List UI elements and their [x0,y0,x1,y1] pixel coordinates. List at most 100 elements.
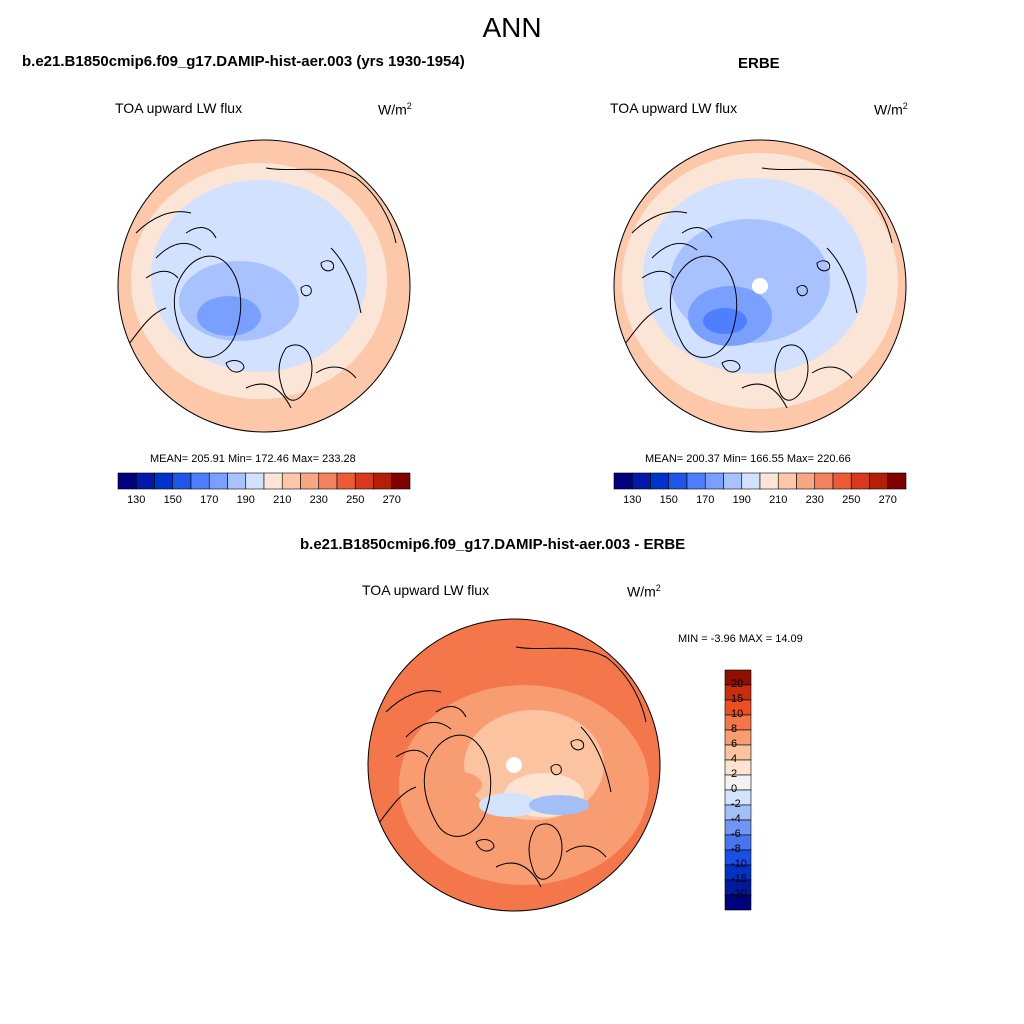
colorbar-box [300,472,320,490]
coastline [721,360,741,373]
colorbar-box [336,472,356,490]
panel-1-units: W/m2 [378,101,412,118]
panel-3-variable-label: TOA upward LW flux [362,582,490,598]
panel-2-colorbar [613,472,907,490]
coastline [173,255,242,358]
colorbar-tick-label: 230 [309,494,328,506]
colorbar-tick-label: -10 [731,858,747,870]
colorbar-tick-label: 150 [163,494,182,506]
colorbar-box [759,472,779,490]
colorbar-tick-label: 230 [805,494,824,506]
coastline [570,739,585,751]
colorbar-box [245,472,265,490]
coastline [515,646,647,793]
coastline [669,255,738,358]
colorbar-tick-label: -15 [731,873,747,885]
coastline [641,227,713,279]
panel-2-variable-label: TOA upward LW flux [610,100,738,116]
coastline [495,845,607,888]
coastline [423,734,492,837]
colorbar-box [777,472,797,490]
colorbar-tick-label: -20 [731,888,747,900]
colorbar-box [724,774,752,791]
coastline [528,823,563,880]
colorbar-tick-label: 210 [273,494,292,506]
colorbar-box [814,472,834,490]
panel-3-title: b.e21.B1850cmip6.f09_g17.DAMIP-hist-aer.… [300,536,686,553]
colorbar-tick-label: -6 [731,828,741,840]
coastline [245,366,357,409]
panel-1-colorbar [117,472,411,490]
panel-2-stats: MEAN= 200.37 Min= 166.55 Max= 220.66 [645,453,851,465]
colorbar-box [373,472,393,490]
colorbar-box [796,472,816,490]
colorbar-box [263,472,283,490]
colorbar-box [190,472,210,490]
colorbar-tick-label: -4 [731,813,741,825]
colorbar-tick-label: 190 [732,494,751,506]
colorbar-tick-label: 20 [731,678,744,690]
colorbar-box [704,472,724,490]
map-boundary [613,139,907,433]
coastline [796,285,808,297]
colorbar-tick-label: 8 [731,723,738,735]
colorbar-box [208,472,228,490]
panel-1-polar-map [117,139,411,433]
panel-3-units: W/m2 [627,583,661,600]
colorbar-box [832,472,852,490]
colorbar-box [354,472,374,490]
colorbar-box [741,472,761,490]
panel-1-title: b.e21.B1850cmip6.f09_g17.DAMIP-hist-aer.… [22,53,465,70]
panel-2-units: W/m2 [874,101,908,118]
coastline [145,227,217,279]
coastline [816,260,831,272]
colorbar-box [154,472,174,490]
colorbar-box [668,472,688,490]
flux-contour-region [479,793,539,817]
colorbar-tick-label: 170 [696,494,715,506]
colorbar-tick-label: 4 [731,753,738,765]
flux-contour-region [197,296,261,336]
colorbar-tick-label: 250 [346,494,365,506]
missing-data-pole [752,278,768,294]
colorbar-tick-label: 130 [623,494,642,506]
coastline [265,167,397,314]
colorbar-box [850,472,870,490]
panel-3-polar-map [367,618,661,912]
map-boundary [117,139,411,433]
colorbar-box [724,894,752,911]
colorbar-box [869,472,889,490]
colorbar-box [172,472,192,490]
colorbar-box [281,472,301,490]
colorbar-box [723,472,743,490]
colorbar-tick-label: 270 [382,494,401,506]
main-title: ANN [482,12,542,43]
coastline [300,285,312,297]
flux-contour-region [703,308,747,334]
coastline [278,344,313,401]
colorbar-tick-label: -2 [731,798,741,810]
coastline [741,366,853,409]
colorbar-box [135,472,155,490]
colorbar-box [117,472,137,490]
colorbar-box [724,729,752,746]
coastline [774,344,809,401]
coastline [550,764,562,776]
flux-contour-region [426,771,482,799]
colorbar-box [724,744,752,761]
colorbar-tick-label: 15 [731,693,744,705]
missing-data-pole [506,757,522,773]
colorbar-box [318,472,338,490]
colorbar-tick-label: 270 [878,494,897,506]
coastline [320,260,335,272]
colorbar-box [391,472,411,490]
colorbar-tick-label: 250 [842,494,861,506]
colorbar-tick-label: 170 [200,494,219,506]
colorbar-box [686,472,706,490]
coastline [395,706,467,758]
colorbar-tick-label: -8 [731,843,741,855]
colorbar-box [724,759,752,776]
panel-1-variable-label: TOA upward LW flux [115,100,243,116]
colorbar-box [227,472,247,490]
flux-contour-region [529,795,589,815]
